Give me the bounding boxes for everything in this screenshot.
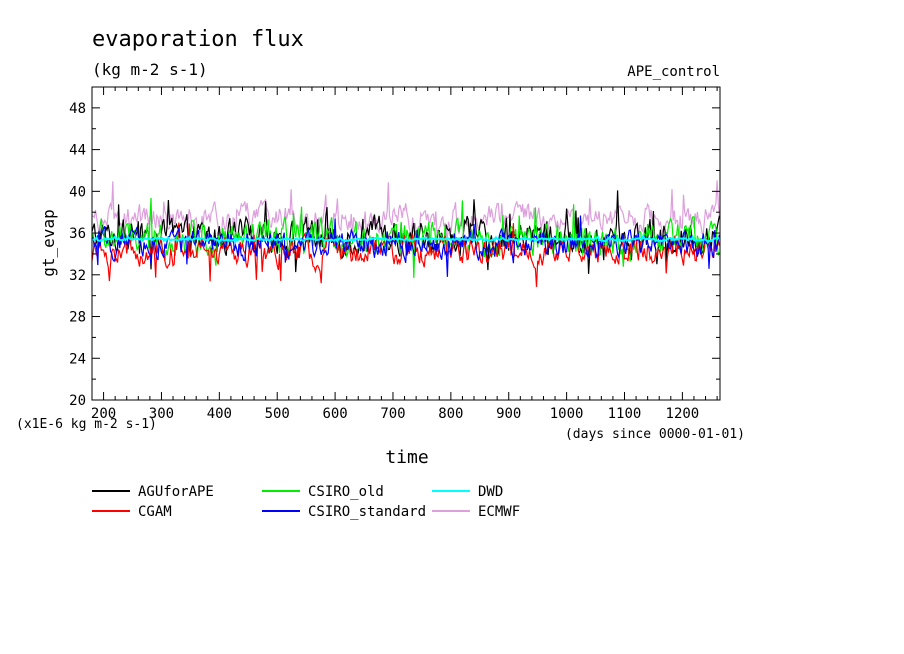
- y-unit-note: (x1E-6 kg m-2 s-1): [16, 417, 157, 432]
- x-axis-label: time: [385, 447, 428, 468]
- y-tick-label: 36: [69, 226, 86, 242]
- y-tick-label: 24: [69, 351, 86, 367]
- y-tick-label: 28: [69, 310, 86, 326]
- x-unit-note: (days since 0000-01-01): [565, 427, 745, 442]
- y-tick-label: 32: [69, 268, 86, 284]
- x-tick-label: 700: [380, 406, 405, 422]
- y-axis-label: gt_evap: [39, 209, 58, 276]
- series-line-ecmwf: [92, 180, 720, 246]
- y-tick-label: 44: [69, 143, 86, 159]
- legend-label: ECMWF: [478, 504, 520, 520]
- x-tick-label: 900: [496, 406, 521, 422]
- x-tick-label: 1200: [666, 406, 700, 422]
- series-line-cgam: [91, 222, 720, 287]
- chart-subtitle: (kg m-2 s-1): [92, 60, 208, 79]
- x-tick-label: 600: [322, 406, 347, 422]
- x-tick-label: 1100: [608, 406, 642, 422]
- legend-label: DWD: [478, 484, 503, 500]
- x-tick-label: 200: [91, 406, 116, 422]
- plot-frame: [91, 86, 721, 401]
- x-axis-ticks: 200 300 400 500 600 700 800 900 1000 1100 1200: [91, 87, 718, 422]
- x-tick-label: 400: [207, 406, 232, 422]
- x-tick-label: 1000: [550, 406, 584, 422]
- chart-title: evaporation flux: [92, 27, 304, 52]
- x-tick-label: 800: [438, 406, 463, 422]
- legend: AGUforAPE CGAM CSIRO_old CSIRO_standard DWD E…: [92, 484, 520, 520]
- legend-label: AGUforAPE: [138, 484, 214, 500]
- y-tick-label: 40: [69, 184, 86, 200]
- y-tick-label: 48: [69, 101, 86, 117]
- y-axis-ticks: 20 24 28 32 36 40 44 48: [69, 101, 720, 409]
- x-tick-label: 300: [149, 406, 174, 422]
- legend-label: CGAM: [138, 504, 172, 520]
- y-tick-label: 20: [69, 393, 86, 409]
- legend-label: CSIRO_old: [308, 484, 384, 500]
- series-line-dwd: [91, 233, 720, 245]
- series-line-csiro-standard: [91, 215, 720, 277]
- plot-lines: [91, 180, 720, 287]
- run-label: APE_control: [627, 64, 720, 80]
- x-tick-label: 500: [265, 406, 290, 422]
- legend-label: CSIRO_standard: [308, 504, 426, 520]
